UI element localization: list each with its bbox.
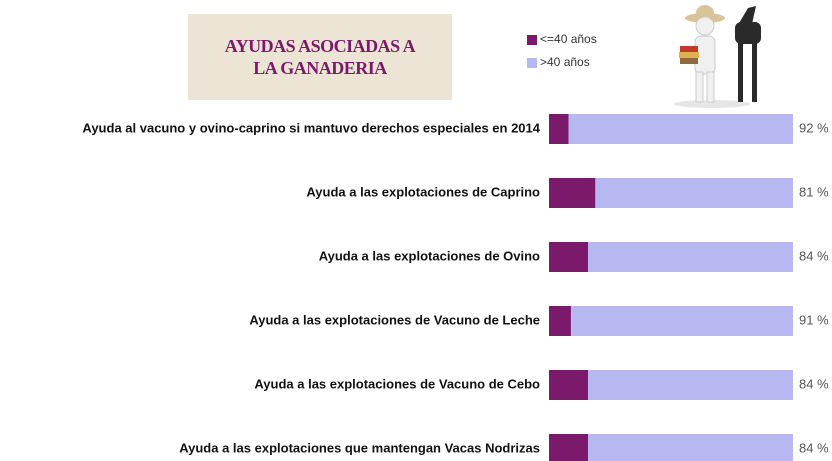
value-label: 81 % xyxy=(799,184,829,199)
bar-segment xyxy=(549,178,596,208)
chart-title: AYUDAS ASOCIADAS A LA GANADERIA xyxy=(224,36,416,78)
category-label: Ayuda a las explotaciones de Ovino xyxy=(319,248,540,263)
bar-segment xyxy=(549,434,589,461)
category-label: Ayuda a las explotaciones que mantengan … xyxy=(179,440,540,455)
bar-segment xyxy=(568,114,793,144)
bar-segment xyxy=(588,434,793,461)
value-label: 84 % xyxy=(799,376,829,391)
value-label: 92 % xyxy=(799,120,829,135)
bar-segment xyxy=(588,370,793,400)
category-label: Ayuda a las explotaciones de Caprino xyxy=(306,184,540,199)
bar-segment xyxy=(549,242,589,272)
bar-segment xyxy=(570,306,793,336)
bar-segment xyxy=(549,306,571,336)
legend-label: <=40 años xyxy=(540,32,597,46)
bar-segment xyxy=(588,242,793,272)
farmer-illustration xyxy=(674,5,761,108)
legend-swatch xyxy=(527,35,537,45)
category-label: Ayuda al vacuno y ovino-caprino si mantu… xyxy=(82,120,540,135)
category-label: Ayuda a las explotaciones de Vacuno de C… xyxy=(254,376,540,391)
bar-segment xyxy=(549,370,589,400)
legend-swatch xyxy=(527,58,537,68)
legend-label: >40 años xyxy=(540,55,590,69)
bar-segment xyxy=(549,114,569,144)
category-label: Ayuda a las explotaciones de Vacuno de L… xyxy=(249,312,540,327)
value-label: 84 % xyxy=(799,248,829,263)
value-label: 91 % xyxy=(799,312,829,327)
title-box: AYUDAS ASOCIADAS A LA GANADERIA xyxy=(188,14,452,100)
value-label: 84 % xyxy=(799,440,829,455)
bar-segment xyxy=(595,178,793,208)
